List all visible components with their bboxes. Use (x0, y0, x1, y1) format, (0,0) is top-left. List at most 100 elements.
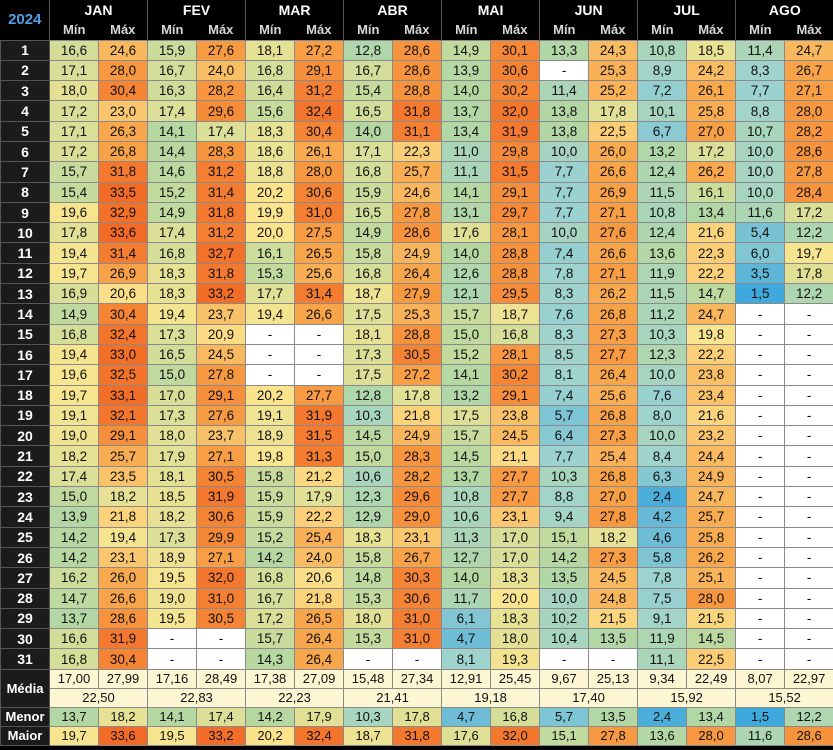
day-label: 26 (0, 546, 50, 569)
day-label: 28 (0, 587, 50, 609)
max-temp-cell: 31,2 (294, 80, 345, 102)
min-temp-cell: 15,4 (343, 80, 394, 102)
min-temp-cell: 11,9 (637, 262, 688, 285)
max-temp-cell: 13,4 (686, 201, 737, 224)
min-temp-cell: 19,4 (147, 303, 198, 325)
min-temp-cell: 15,9 (245, 486, 296, 508)
min-temp-cell: 6,4 (539, 425, 590, 447)
table-row: 15 16,8 32,4 17,3 20,9- -18,1 28,8 15,0 16,8 8,3 2… (0, 323, 833, 345)
max-temp-cell: - (784, 648, 833, 670)
media-value: 17,00 (49, 668, 99, 689)
min-temp-cell: 18,3 (245, 120, 296, 142)
min-temp-cell: - (735, 303, 786, 325)
day-label: 6 (0, 140, 50, 163)
min-column-header: Mín (343, 20, 393, 40)
min-temp-cell: 16,8 (343, 161, 394, 183)
max-temp-cell: 31,0 (196, 587, 247, 609)
min-temp-cell: 12,7 (441, 546, 492, 569)
max-temp-cell: - (784, 323, 833, 345)
min-temp-cell: 12,1 (441, 283, 492, 305)
table-row: 11 19,4 31,4 16,8 32,7 16,1 26,5 15,8 24,9 14,0 28… (0, 242, 833, 264)
max-temp-cell: 31,4 (196, 181, 247, 203)
min-temp-cell: 10,3 (637, 323, 688, 345)
max-temp-cell: 25,6 (294, 262, 345, 285)
min-temp-cell: 14,1 (441, 364, 492, 386)
min-temp-cell: 10,0 (539, 587, 590, 609)
min-temp-cell: 4,6 (637, 526, 688, 548)
min-temp-cell: 14,0 (441, 80, 492, 102)
media-value: 12,91 (441, 668, 492, 689)
min-temp-cell: 8,3 (539, 283, 590, 305)
maior-value: 31,8 (392, 725, 443, 746)
day-label: 25 (0, 526, 50, 548)
min-temp-cell: 20,2 (245, 384, 296, 406)
table-row: 24 13,9 21,8 18,2 30,6 15,9 22,2 12,9 29,0 10,6 23… (0, 506, 833, 528)
min-temp-cell: 14,0 (343, 120, 394, 142)
min-temp-cell: 16,6 (49, 628, 99, 650)
max-temp-cell: 20,6 (97, 283, 149, 305)
day-label: 22 (0, 465, 50, 488)
menor-value: 13,5 (588, 706, 639, 727)
maior-value: 33,2 (196, 725, 247, 746)
max-temp-cell: 24,4 (686, 445, 737, 467)
max-temp-cell: 24,6 (392, 181, 443, 203)
max-temp-cell: 22,3 (392, 140, 443, 163)
min-temp-cell: 19,7 (49, 384, 99, 406)
max-temp-cell: 23,8 (490, 404, 541, 427)
max-temp-cell: 30,5 (196, 465, 247, 488)
max-temp-cell: 21,5 (588, 607, 639, 630)
table-row: 21 18,2 25,7 17,9 27,1 19,8 31,3 15,0 28,3 14,5 21… (0, 445, 833, 467)
min-temp-cell: 15,0 (343, 445, 394, 467)
media-row: Média 17,00 27,99 17,16 28,49 17,38 27,09 15,48… (0, 668, 833, 708)
max-temp-cell: 16,1 (686, 181, 737, 203)
min-temp-cell: - (245, 323, 296, 345)
max-temp-cell: 24,5 (196, 343, 247, 366)
min-temp-cell: 19,4 (49, 242, 99, 264)
min-column-header: Mín (245, 20, 295, 40)
max-temp-cell: - (784, 425, 833, 447)
min-temp-cell: 14,1 (441, 181, 492, 203)
min-temp-cell: 10,6 (343, 465, 394, 488)
menor-value: 14,2 (245, 706, 296, 727)
max-temp-cell: 29,5 (490, 283, 541, 305)
min-temp-cell: 18,1 (343, 323, 394, 345)
min-temp-cell: 11,5 (637, 283, 688, 305)
min-temp-cell: 10,0 (735, 161, 786, 183)
min-temp-cell: 9,4 (539, 506, 590, 528)
min-temp-cell: 16,5 (343, 201, 394, 224)
max-temp-cell: 21,1 (490, 445, 541, 467)
max-temp-cell: 29,9 (196, 526, 247, 548)
max-temp-cell: - (294, 343, 345, 366)
min-temp-cell: 10,0 (637, 364, 688, 386)
media-total-value: 21,41 (343, 687, 443, 708)
max-temp-cell: 12,2 (784, 283, 833, 305)
max-temp-cell: 25,6 (588, 384, 639, 406)
max-temp-cell: 28,8 (490, 242, 541, 264)
max-temp-cell: - (294, 323, 345, 345)
min-temp-cell: 15,7 (441, 425, 492, 447)
min-temp-cell: - (343, 648, 394, 670)
max-temp-cell: 23,2 (686, 425, 737, 447)
max-temp-cell: 25,7 (686, 506, 737, 528)
max-temp-cell: 22,2 (294, 506, 345, 528)
min-temp-cell: 18,2 (147, 506, 198, 528)
max-temp-cell: 30,2 (490, 364, 541, 386)
min-temp-cell: 16,5 (343, 100, 394, 122)
max-temp-cell: 13,5 (588, 628, 639, 650)
table-row: 7 15,7 31,8 14,6 31,2 18,8 28,0 16,8 25,7 11,1 31,… (0, 161, 833, 183)
min-temp-cell: 14,2 (539, 546, 590, 569)
min-temp-cell: 17,3 (147, 323, 198, 345)
max-temp-cell: 28,1 (490, 343, 541, 366)
max-temp-cell: 31,2 (196, 222, 247, 244)
table-row: 23 15,0 18,2 18,5 31,9 15,9 17,9 12,3 29,6 10,8 27… (0, 486, 833, 508)
max-temp-cell: 27,3 (588, 323, 639, 345)
max-temp-cell: 26,2 (686, 161, 737, 183)
max-temp-cell: 32,5 (97, 364, 149, 386)
max-temp-cell: 28,8 (490, 262, 541, 285)
max-temp-cell: 31,9 (97, 628, 149, 650)
menor-value: 1,5 (735, 706, 786, 727)
max-temp-cell: 23,1 (97, 546, 149, 569)
min-temp-cell: 10,0 (539, 222, 590, 244)
min-temp-cell: 10,8 (637, 39, 688, 61)
